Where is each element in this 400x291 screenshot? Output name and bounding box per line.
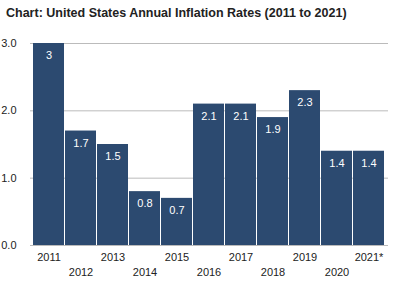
- svg-text:2013: 2013: [101, 251, 125, 263]
- svg-text:2012: 2012: [69, 266, 93, 278]
- svg-text:1.0: 1.0: [1, 172, 16, 184]
- svg-text:1.4: 1.4: [329, 157, 344, 169]
- svg-text:1.9: 1.9: [265, 123, 280, 135]
- svg-text:2.1: 2.1: [201, 110, 216, 122]
- svg-text:2.0: 2.0: [1, 104, 16, 116]
- svg-text:2015: 2015: [165, 251, 189, 263]
- svg-text:3.0: 3.0: [1, 37, 16, 49]
- svg-text:2019: 2019: [293, 251, 317, 263]
- svg-text:1.7: 1.7: [73, 137, 88, 149]
- svg-text:2018: 2018: [261, 266, 285, 278]
- svg-text:2020: 2020: [325, 266, 349, 278]
- svg-text:2016: 2016: [197, 266, 221, 278]
- svg-text:3: 3: [46, 49, 52, 61]
- svg-text:2021*: 2021*: [355, 251, 384, 263]
- html-text:Chart: United States Annual In: Chart: United States Annual Inflation Ra…: [6, 6, 347, 20]
- svg-text:2014: 2014: [133, 266, 157, 278]
- svg-text:1.5: 1.5: [105, 150, 120, 162]
- svg-text:2.3: 2.3: [297, 96, 312, 108]
- svg-text:2011: 2011: [37, 251, 61, 263]
- svg-text:0.0: 0.0: [1, 239, 16, 251]
- svg-text:0.7: 0.7: [169, 204, 184, 216]
- svg-text:1.4: 1.4: [361, 157, 376, 169]
- svg-text:2017: 2017: [229, 251, 253, 263]
- svg-text:2.1: 2.1: [233, 110, 248, 122]
- svg-text:0.8: 0.8: [137, 197, 152, 209]
